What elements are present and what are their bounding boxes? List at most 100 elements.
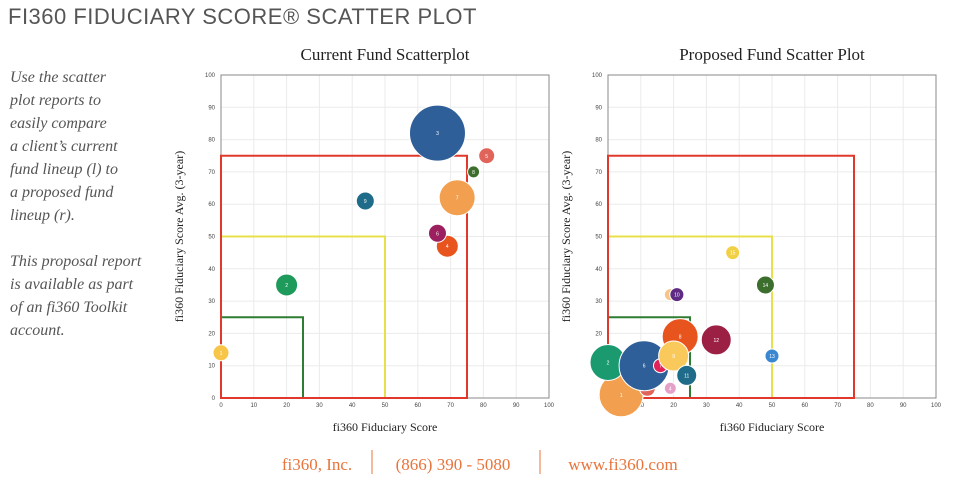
y-tick-label: 40	[208, 267, 215, 273]
x-tick-label: 70	[834, 403, 841, 409]
sidebar-line: plot reports to	[9, 92, 101, 109]
y-tick-label: 50	[208, 235, 215, 241]
sidebar-line: This proposal report	[10, 253, 142, 270]
bubble	[408, 104, 466, 162]
y-tick-label: 50	[595, 235, 602, 241]
bubble-label: 2	[285, 283, 288, 289]
x-tick-label: 40	[736, 403, 743, 409]
bubble-label: 14	[763, 283, 769, 289]
x-tick-label: 90	[900, 403, 907, 409]
bubble	[438, 179, 476, 217]
y-tick-label: 100	[592, 73, 603, 79]
bubble	[725, 245, 741, 261]
bubble-label: 6	[436, 231, 439, 237]
bubble	[755, 275, 775, 295]
x-tick-label: 20	[670, 403, 677, 409]
y-tick-label: 90	[208, 105, 215, 111]
bubble-label: 13	[769, 354, 775, 360]
sidebar-line: a client’s current	[10, 138, 118, 155]
y-tick-label: 90	[595, 105, 602, 111]
y-tick-label: 40	[595, 267, 602, 273]
bubble	[467, 165, 481, 179]
x-tick-label: 100	[544, 403, 555, 409]
bubble-label: 12	[713, 338, 719, 344]
x-axis-label: fi360 Fiduciary Score	[333, 420, 438, 434]
y-axis-label: fi360 Fiduciary Score Avg. (3-year)	[559, 151, 573, 322]
bubble	[658, 340, 690, 372]
x-axis-label: fi360 Fiduciary Score	[720, 420, 825, 434]
bubble	[663, 381, 677, 395]
bubble-label: 8	[679, 335, 682, 341]
bubble	[676, 364, 698, 386]
x-tick-label: 10	[250, 403, 257, 409]
y-tick-label: 0	[212, 396, 216, 402]
sidebar-line: fund lineup (l) to	[10, 161, 118, 178]
x-tick-label: 50	[382, 403, 389, 409]
x-tick-label: 60	[414, 403, 421, 409]
bubble-label: 7	[659, 364, 662, 370]
footer-item: fi360, Inc.	[282, 455, 352, 474]
y-tick-label: 70	[208, 170, 215, 176]
sidebar-line: of an fi360 Toolkit	[10, 299, 128, 316]
page-title: FI360 FIDUCIARY SCORE® SCATTER PLOT	[8, 4, 477, 29]
y-tick-label: 60	[208, 202, 215, 208]
y-tick-label: 80	[208, 138, 215, 144]
x-tick-label: 100	[931, 403, 942, 409]
bubble-label: 11	[684, 373, 689, 379]
bubble-label: 9	[672, 354, 675, 360]
chart-title: Current Fund Scatterplot	[300, 45, 469, 64]
x-tick-label: 10	[637, 403, 644, 409]
y-tick-label: 10	[208, 364, 215, 370]
chart-title: Proposed Fund Scatter Plot	[679, 45, 865, 64]
y-axis-label: fi360 Fiduciary Score Avg. (3-year)	[172, 151, 186, 322]
y-tick-label: 30	[208, 299, 215, 305]
x-tick-label: 30	[703, 403, 710, 409]
bubble	[355, 191, 375, 211]
bubble-label: 5	[485, 154, 488, 160]
bubble-label: 15	[730, 251, 736, 257]
y-tick-label: 20	[208, 331, 215, 337]
bubble-label: 1	[620, 393, 623, 399]
x-tick-label: 70	[447, 403, 454, 409]
footer-item: www.fi360.com	[568, 455, 677, 474]
x-tick-label: 0	[219, 403, 223, 409]
y-tick-label: 80	[595, 138, 602, 144]
bubble	[669, 287, 685, 303]
x-tick-label: 60	[801, 403, 808, 409]
sidebar-line: Use the scatter	[10, 69, 107, 86]
score-zone	[220, 154, 468, 399]
sidebar-line: is available as part	[10, 276, 134, 293]
bubble	[478, 147, 496, 165]
x-tick-label: 30	[316, 403, 323, 409]
bubble	[700, 324, 732, 356]
bubble-label: 2	[607, 360, 610, 366]
bubble-label: 10	[674, 293, 680, 299]
x-tick-label: 40	[349, 403, 356, 409]
bubble-label: 4	[446, 244, 449, 250]
sidebar-line: lineup (r).	[10, 207, 75, 224]
x-tick-label: 20	[283, 403, 290, 409]
y-tick-label: 60	[595, 202, 602, 208]
score-zone	[607, 154, 855, 399]
y-tick-label: 20	[595, 331, 602, 337]
footer: fi360, Inc. (866) 390 - 5080 www.fi360.com	[282, 450, 678, 474]
bubble	[212, 344, 230, 362]
bubble	[275, 273, 299, 297]
x-tick-label: 90	[513, 403, 520, 409]
bubble-label: 4	[669, 386, 672, 392]
sidebar-line: account.	[10, 322, 65, 339]
bubble-label: 8	[472, 170, 475, 176]
x-tick-label: 50	[769, 403, 776, 409]
bubble-label: 6	[643, 364, 646, 370]
sidebar-line: easily compare	[10, 115, 107, 132]
bubble	[427, 223, 447, 243]
bubble-label: 3	[436, 131, 439, 137]
y-tick-label: 30	[595, 299, 602, 305]
footer-item: (866) 390 - 5080	[396, 455, 511, 474]
x-tick-label: 80	[867, 403, 874, 409]
bubble	[764, 348, 780, 364]
bubble-label: 9	[364, 199, 367, 205]
x-tick-label: 80	[480, 403, 487, 409]
sidebar: Use the scatter plot reports to easily com…	[9, 69, 142, 339]
y-tick-label: 100	[205, 73, 216, 79]
